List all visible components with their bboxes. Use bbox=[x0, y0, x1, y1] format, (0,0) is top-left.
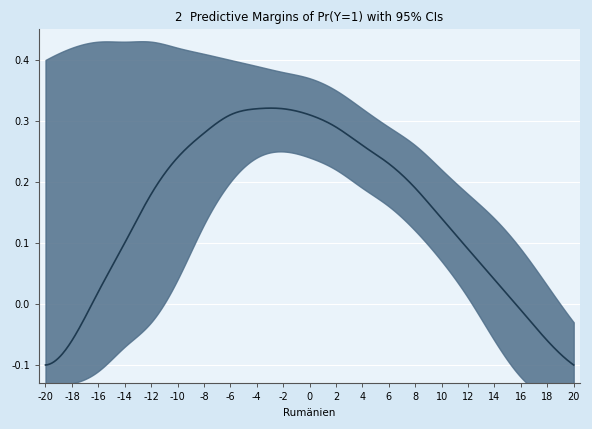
X-axis label: Rumänien: Rumänien bbox=[284, 408, 336, 418]
Title: 2  Predictive Margins of Pr(Y=1) with 95% CIs: 2 Predictive Margins of Pr(Y=1) with 95%… bbox=[175, 11, 444, 24]
